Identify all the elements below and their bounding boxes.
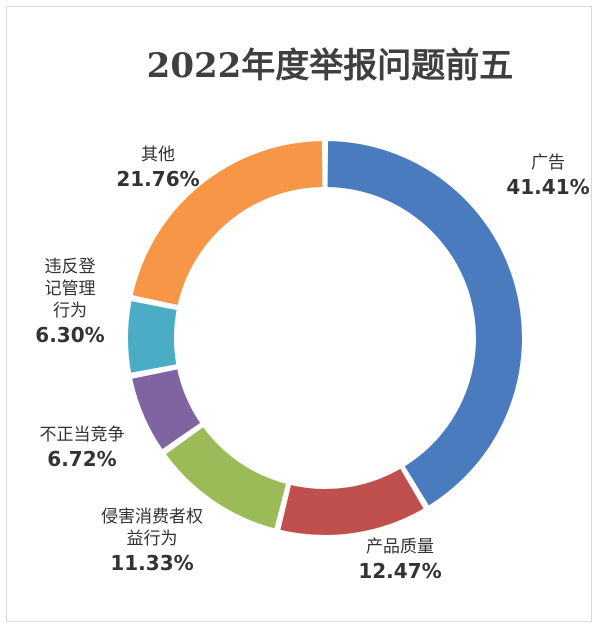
chart-title: 2022年度举报问题前五 (146, 46, 514, 86)
slice-name: 广告 (531, 153, 565, 173)
slice-name: 侵害消费者权 (101, 507, 203, 527)
donut-slice (129, 367, 203, 452)
slice-name: 行为 (53, 301, 87, 321)
slice-percent: 6.30% (35, 323, 104, 347)
slice-name: 不正当竞争 (40, 425, 125, 445)
slice-name: 记管理 (45, 279, 96, 299)
slice-percent: 41.41% (506, 175, 589, 199)
slice-percent: 21.76% (116, 167, 199, 191)
slice-name: 产品质量 (366, 537, 434, 557)
slice-percent: 6.72% (47, 447, 116, 471)
donut-slice (325, 138, 524, 509)
slice-percent: 12.47% (358, 559, 441, 583)
donut-slice (126, 298, 179, 375)
donut-slice (163, 424, 289, 531)
donut-slice (277, 466, 427, 537)
slice-name: 违反登 (45, 257, 96, 277)
slice-percent: 11.33% (110, 551, 193, 575)
donut-slice (130, 138, 325, 308)
slice-name: 其他 (141, 145, 175, 165)
slice-name: 益行为 (127, 529, 178, 549)
